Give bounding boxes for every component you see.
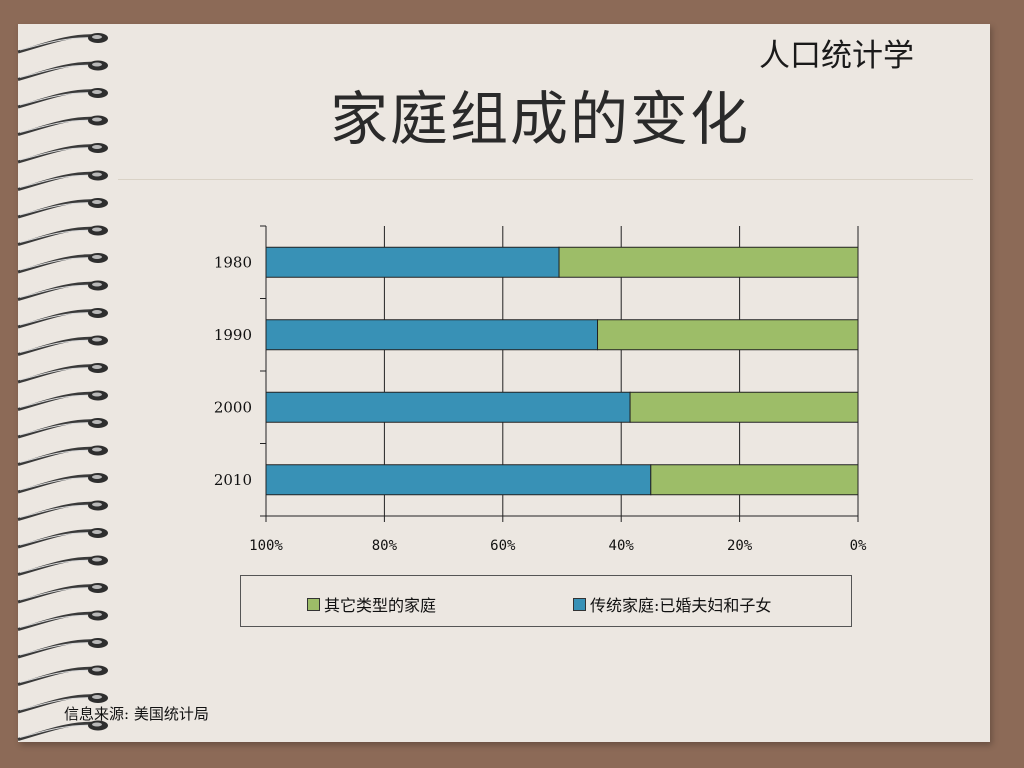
binding-ring bbox=[17, 693, 108, 714]
binding-ring bbox=[17, 390, 108, 411]
source-note: 信息来源: 美国统计局 bbox=[64, 705, 209, 723]
binding-ring bbox=[17, 60, 108, 81]
x-tick-label: 60% bbox=[490, 538, 516, 554]
bar-traditional bbox=[265, 464, 652, 496]
x-tick-label: 40% bbox=[609, 538, 635, 554]
x-tick-label: 0% bbox=[850, 538, 867, 554]
binding-ring bbox=[17, 253, 108, 274]
slide-subtitle: 人口统计学 bbox=[759, 38, 914, 74]
binding-ring bbox=[17, 555, 108, 576]
y-tick-label: 2010 bbox=[214, 471, 252, 489]
binding-ring bbox=[17, 720, 108, 741]
y-tick-label: 2000 bbox=[214, 398, 252, 416]
title-divider bbox=[118, 179, 973, 180]
x-tick-label: 20% bbox=[727, 538, 753, 554]
spiral-binding bbox=[17, 33, 108, 741]
binding-ring bbox=[17, 115, 108, 136]
y-tick-label: 1990 bbox=[214, 326, 252, 344]
binding-ring bbox=[17, 500, 108, 521]
binding-ring bbox=[17, 198, 108, 219]
binding-ring bbox=[17, 665, 108, 686]
legend-item-traditional: 传统家庭:已婚夫妇和子女 bbox=[573, 592, 771, 616]
binding-ring bbox=[17, 363, 108, 384]
binding-ring bbox=[17, 528, 108, 549]
binding-ring bbox=[17, 143, 108, 164]
binding-ring bbox=[17, 33, 108, 54]
binding-ring bbox=[17, 88, 108, 109]
binding-ring bbox=[17, 225, 108, 246]
chart-legend: 其它类型的家庭 传统家庭:已婚夫妇和子女 bbox=[240, 575, 852, 627]
binding-ring bbox=[17, 473, 108, 494]
slide-title: 家庭组成的变化 bbox=[330, 85, 751, 153]
bar-traditional bbox=[265, 391, 631, 423]
x-tick-label: 100% bbox=[249, 538, 283, 554]
binding-ring bbox=[17, 445, 108, 466]
binding-ring bbox=[17, 610, 108, 631]
y-tick-label: 1980 bbox=[214, 253, 252, 271]
binding-ring bbox=[17, 170, 108, 191]
binding-ring bbox=[17, 583, 108, 604]
bar-traditional bbox=[265, 319, 599, 351]
bar-other bbox=[629, 391, 859, 423]
x-tick-label: 80% bbox=[372, 538, 398, 554]
legend-swatch-other bbox=[307, 597, 320, 611]
legend-item-other: 其它类型的家庭 bbox=[307, 592, 436, 616]
legend-swatch-traditional bbox=[573, 597, 586, 611]
bar-traditional bbox=[265, 246, 560, 278]
binding-ring bbox=[17, 638, 108, 659]
legend-label-other: 其它类型的家庭 bbox=[324, 596, 437, 615]
bar-other bbox=[558, 246, 859, 278]
binding-ring bbox=[17, 418, 108, 439]
legend-label-traditional: 传统家庭:已婚夫妇和子女 bbox=[590, 596, 772, 615]
bar-other bbox=[650, 464, 859, 496]
binding-ring bbox=[17, 308, 108, 329]
binding-ring bbox=[17, 280, 108, 301]
bar-other bbox=[597, 319, 859, 351]
binding-ring bbox=[17, 335, 108, 356]
